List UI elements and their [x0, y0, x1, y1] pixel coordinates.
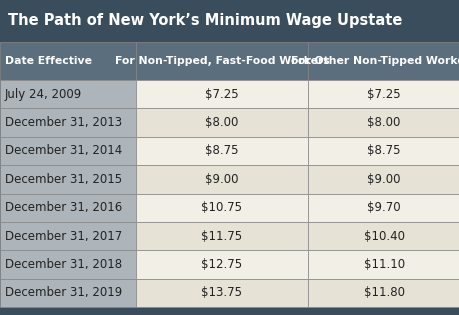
Bar: [308, 222, 459, 250]
Text: December 31, 2017: December 31, 2017: [5, 230, 122, 243]
Bar: [0, 137, 135, 165]
Bar: [308, 193, 459, 222]
Bar: [135, 80, 308, 108]
Text: December 31, 2015: December 31, 2015: [5, 173, 122, 186]
Bar: [135, 42, 308, 80]
Text: The Path of New York’s Minimum Wage Upstate: The Path of New York’s Minimum Wage Upst…: [8, 14, 402, 28]
Text: $13.75: $13.75: [201, 286, 242, 299]
Bar: [0, 0, 459, 42]
Bar: [308, 80, 459, 108]
Text: $11.10: $11.10: [363, 258, 404, 271]
Text: December 31, 2018: December 31, 2018: [5, 258, 122, 271]
Bar: [135, 279, 308, 307]
Text: December 31, 2014: December 31, 2014: [5, 145, 122, 158]
Bar: [0, 42, 135, 80]
Bar: [135, 165, 308, 193]
Bar: [0, 193, 135, 222]
Text: $9.70: $9.70: [366, 201, 400, 214]
Text: $10.40: $10.40: [363, 230, 404, 243]
Text: December 31, 2013: December 31, 2013: [5, 116, 122, 129]
Bar: [0, 222, 135, 250]
Text: $10.75: $10.75: [201, 201, 242, 214]
Text: $9.00: $9.00: [367, 173, 400, 186]
Text: For Non-Tipped, Fast-Food Workers: For Non-Tipped, Fast-Food Workers: [114, 56, 329, 66]
Text: $8.00: $8.00: [367, 116, 400, 129]
Bar: [135, 108, 308, 137]
Bar: [0, 279, 135, 307]
Bar: [0, 165, 135, 193]
Bar: [135, 222, 308, 250]
Bar: [135, 137, 308, 165]
Text: December 31, 2019: December 31, 2019: [5, 286, 122, 299]
Bar: [0, 108, 135, 137]
Text: $12.75: $12.75: [201, 258, 242, 271]
Text: For Other Non-Tipped Workers: For Other Non-Tipped Workers: [291, 56, 459, 66]
Bar: [135, 250, 308, 279]
Text: $11.80: $11.80: [363, 286, 404, 299]
Text: $9.00: $9.00: [205, 173, 238, 186]
Text: July 24, 2009: July 24, 2009: [5, 88, 82, 101]
Text: $8.75: $8.75: [205, 145, 238, 158]
Text: Date Effective: Date Effective: [5, 56, 92, 66]
Bar: [308, 165, 459, 193]
Text: December 31, 2016: December 31, 2016: [5, 201, 122, 214]
Text: $7.25: $7.25: [205, 88, 238, 101]
Text: $8.75: $8.75: [367, 145, 400, 158]
Bar: [308, 279, 459, 307]
Bar: [308, 42, 459, 80]
Text: $8.00: $8.00: [205, 116, 238, 129]
Text: $7.25: $7.25: [366, 88, 400, 101]
Text: $11.75: $11.75: [201, 230, 242, 243]
Bar: [308, 108, 459, 137]
Bar: [308, 250, 459, 279]
Bar: [0, 250, 135, 279]
Bar: [308, 137, 459, 165]
Bar: [135, 193, 308, 222]
Bar: [0, 80, 135, 108]
